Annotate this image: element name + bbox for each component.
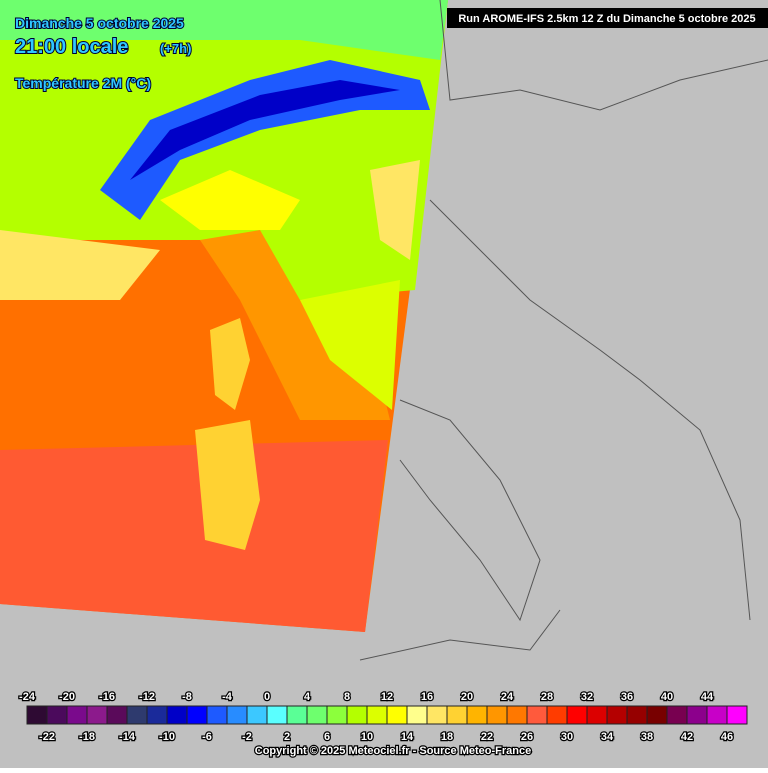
scale-label: 24 bbox=[501, 691, 514, 703]
scale-swatch bbox=[106, 705, 128, 725]
scale-swatch bbox=[326, 705, 348, 725]
scale-label: 28 bbox=[541, 691, 553, 703]
scale-swatch bbox=[646, 705, 668, 725]
header-box bbox=[447, 8, 768, 28]
scale-label: 34 bbox=[601, 731, 614, 743]
scale-swatch bbox=[246, 705, 268, 725]
scale-swatch bbox=[166, 705, 188, 725]
scale-swatch bbox=[66, 705, 88, 725]
scale-label: 36 bbox=[621, 691, 633, 703]
scale-label: 6 bbox=[324, 731, 330, 743]
run-header: Run AROME-IFS 2.5km 12 Z du Dimanche 5 o… bbox=[458, 13, 755, 25]
scale-swatch bbox=[526, 705, 548, 725]
scale-swatch bbox=[626, 705, 648, 725]
scale-label: -4 bbox=[222, 691, 233, 703]
scale-label: 40 bbox=[661, 691, 673, 703]
scale-swatch bbox=[386, 705, 408, 725]
scale-swatch bbox=[706, 705, 728, 725]
scale-swatch bbox=[26, 705, 48, 725]
scale-swatch bbox=[506, 705, 528, 725]
scale-label: -20 bbox=[59, 691, 75, 703]
scale-label: 30 bbox=[561, 731, 573, 743]
scale-swatch bbox=[686, 705, 708, 725]
scale-label: 12 bbox=[381, 691, 393, 703]
scale-swatch bbox=[286, 705, 308, 725]
model-domain bbox=[0, 0, 448, 632]
scale-swatch bbox=[486, 705, 508, 725]
scale-swatch bbox=[446, 705, 468, 725]
scale-label: 38 bbox=[641, 731, 653, 743]
scale-label: -16 bbox=[99, 691, 115, 703]
scale-label: 0 bbox=[264, 691, 270, 703]
scale-swatch bbox=[146, 705, 168, 725]
scale-swatch bbox=[606, 705, 628, 725]
scale-swatch bbox=[266, 705, 288, 725]
scale-swatch bbox=[206, 705, 228, 725]
scale-label: 20 bbox=[461, 691, 473, 703]
variable-title: Température 2M (°C) bbox=[15, 75, 151, 91]
scale-swatch bbox=[466, 705, 488, 725]
scale-swatch bbox=[46, 705, 68, 725]
date-title: Dimanche 5 octobre 2025 bbox=[15, 15, 184, 31]
scale-label: -8 bbox=[182, 691, 192, 703]
scale-label: 26 bbox=[521, 731, 533, 743]
scale-label: 22 bbox=[481, 731, 493, 743]
scale-label: -22 bbox=[39, 731, 55, 743]
time-title: 21:00 locale bbox=[15, 36, 128, 58]
scale-label: -6 bbox=[202, 731, 212, 743]
scale-label: 10 bbox=[361, 731, 373, 743]
scale-swatch bbox=[586, 705, 608, 725]
scale-label: -24 bbox=[19, 691, 36, 703]
scale-label: 4 bbox=[304, 691, 311, 703]
scale-label: -2 bbox=[242, 731, 252, 743]
scale-swatch bbox=[126, 705, 148, 725]
scale-swatch bbox=[306, 705, 328, 725]
scale-swatch bbox=[226, 705, 248, 725]
scale-label: 46 bbox=[721, 731, 733, 743]
scale-swatch bbox=[86, 705, 108, 725]
color-scale: -24-22-20-18-16-14-12-10-8-6-4-202468101… bbox=[18, 690, 748, 744]
scale-label: 14 bbox=[401, 731, 414, 743]
borders bbox=[359, 0, 768, 661]
scale-label: -10 bbox=[159, 731, 175, 743]
scale-swatch bbox=[666, 705, 688, 725]
scale-label: -14 bbox=[119, 731, 136, 743]
scale-label: 42 bbox=[681, 731, 693, 743]
scale-swatch bbox=[346, 705, 368, 725]
lead-time: (+7h) bbox=[160, 41, 191, 56]
scale-label: 18 bbox=[441, 731, 453, 743]
scale-swatch bbox=[726, 705, 748, 725]
scale-label: 44 bbox=[701, 691, 714, 703]
scale-label: 2 bbox=[284, 731, 290, 743]
scale-label: -18 bbox=[79, 731, 95, 743]
scale-swatch bbox=[566, 705, 588, 725]
scale-swatch bbox=[426, 705, 448, 725]
scale-label: 8 bbox=[344, 691, 350, 703]
scale-swatch bbox=[546, 705, 568, 725]
scale-swatch bbox=[366, 705, 388, 725]
scale-label: -12 bbox=[139, 691, 155, 703]
scale-label: 16 bbox=[421, 691, 433, 703]
scale-swatch bbox=[406, 705, 428, 725]
scale-swatch bbox=[186, 705, 208, 725]
copyright: Copyright © 2025 Meteociel.fr - Source M… bbox=[255, 745, 531, 757]
scale-label: 32 bbox=[581, 691, 593, 703]
